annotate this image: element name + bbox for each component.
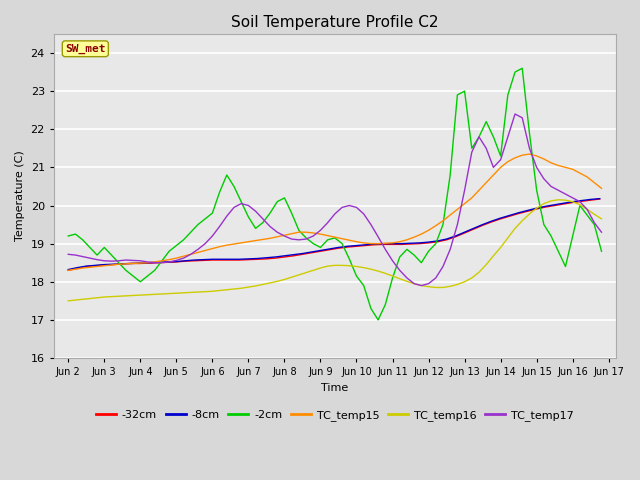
Legend: -32cm, -8cm, -2cm, TC_temp15, TC_temp16, TC_temp17: -32cm, -8cm, -2cm, TC_temp15, TC_temp16,… [92, 406, 578, 425]
Title: Soil Temperature Profile C2: Soil Temperature Profile C2 [231, 15, 438, 30]
Y-axis label: Temperature (C): Temperature (C) [15, 151, 25, 241]
X-axis label: Time: Time [321, 383, 349, 393]
Text: SW_met: SW_met [65, 44, 106, 54]
